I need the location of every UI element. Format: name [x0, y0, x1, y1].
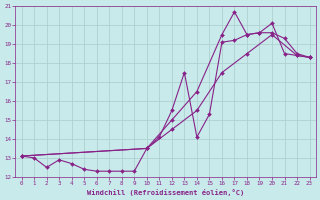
X-axis label: Windchill (Refroidissement éolien,°C): Windchill (Refroidissement éolien,°C) [87, 189, 244, 196]
